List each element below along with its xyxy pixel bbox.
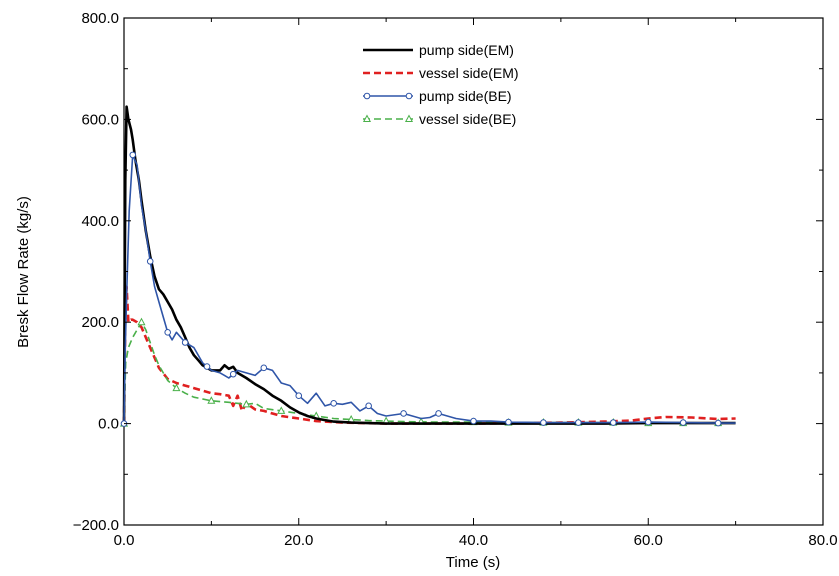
series-line-vessel-side-be [123, 321, 736, 424]
marker-pump-side-be [575, 419, 582, 426]
legend-marker-pump-side-be [405, 92, 413, 100]
marker-pump-side-be [505, 418, 512, 426]
marker-pump-side-be [260, 364, 268, 372]
marker-pump-side-be [610, 419, 617, 426]
marker-pump-side-be [644, 418, 652, 426]
marker-pump-side-be [295, 392, 303, 400]
series-line-pump-side-em [122, 105, 736, 425]
legend-label-vessel-side-be: vessel side(BE) [419, 111, 516, 127]
series-line-pump-side-be [123, 154, 736, 424]
y-tick-label: 800.0 [81, 10, 119, 27]
marker-pump-side-be [365, 402, 372, 410]
legend: pump side(EM) vessel side(EM) pump side(BE… [362, 42, 519, 127]
marker-pump-side-be [181, 339, 189, 346]
marker-pump-side-be [400, 410, 407, 417]
marker-pump-side-be [229, 370, 237, 378]
marker-pump-side-be [330, 400, 338, 407]
x-tick-label: 40.0 [459, 532, 488, 549]
series-layer [119, 105, 736, 427]
marker-pump-side-be [129, 151, 137, 159]
y-tick-label: 400.0 [81, 213, 119, 230]
marker-pump-side-be [679, 419, 687, 426]
marker-vessel-side-be [137, 317, 146, 326]
x-tick-label: 0.0 [114, 532, 135, 549]
marker-vessel-side-be [277, 406, 286, 414]
legend-marker-pump-side-be [363, 92, 371, 100]
marker-pump-side-be [470, 417, 477, 425]
marker-vessel-side-be [172, 383, 181, 392]
marker-pump-side-be [164, 329, 171, 336]
legend-marker-vessel-side-be [404, 114, 414, 122]
x-tick-label: 60.0 [634, 532, 663, 549]
legend-label-pump-side-em: pump side(EM) [419, 42, 514, 58]
legend-label-pump-side-be: pump side(BE) [419, 88, 512, 104]
y-axis-title: Bresk Flow Rate (kg/s) [15, 196, 32, 348]
legend-label-vessel-side-em: vessel side(EM) [419, 65, 519, 81]
marker-pump-side-be [540, 419, 547, 426]
x-tick-label: 20.0 [284, 532, 313, 549]
marker-pump-side-be [435, 410, 442, 417]
legend-marker-vessel-side-be [362, 114, 372, 122]
marker-vessel-side-be [242, 399, 251, 408]
y-tick-label: 0.0 [98, 416, 119, 433]
ticks-layer: 0.0 20.0 40.0 60.0 80.0−200.00.0200.0400.060… [73, 10, 838, 549]
x-tick-label: 80.0 [808, 532, 837, 549]
y-tick-label: 600.0 [81, 111, 119, 128]
marker-pump-side-be [146, 258, 154, 265]
marker-pump-side-be [714, 419, 722, 427]
marker-pump-side-be [203, 363, 211, 370]
series-line-vessel-side-em [122, 285, 736, 425]
marker-vessel-side-be [207, 396, 216, 404]
x-axis-title: Time (s) [446, 554, 500, 571]
y-tick-label: 200.0 [81, 314, 119, 331]
y-tick-label: −200.0 [73, 517, 119, 534]
